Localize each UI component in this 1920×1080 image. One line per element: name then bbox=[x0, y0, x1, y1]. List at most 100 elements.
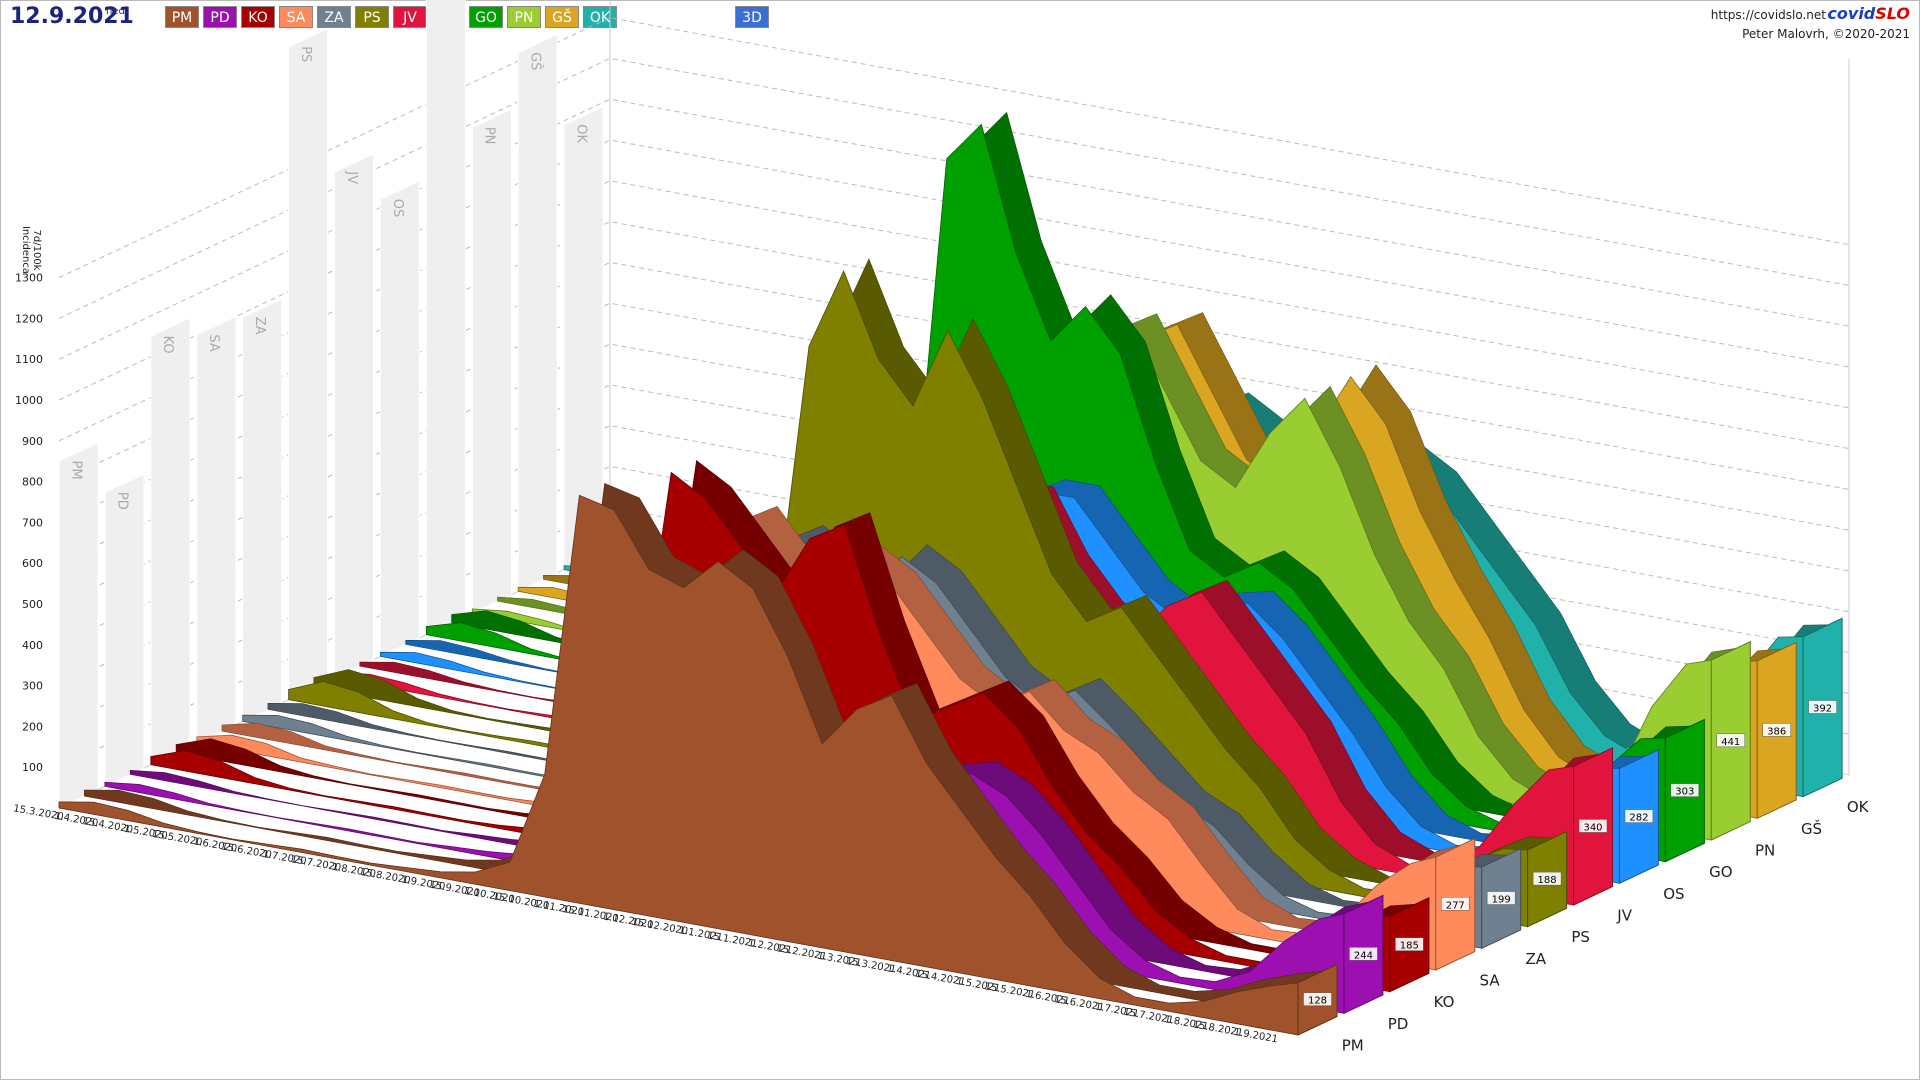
y-axis-label: Incidenca bbox=[20, 226, 31, 274]
current-label: 303 bbox=[1675, 787, 1694, 798]
region-button[interactable]: GO bbox=[469, 6, 503, 28]
current-label: 340 bbox=[1583, 822, 1602, 833]
peak-bar-label: JV bbox=[344, 170, 359, 184]
ribbon bbox=[58, 494, 1299, 1036]
current-label: 277 bbox=[1446, 900, 1465, 911]
peak-bar-label: PM bbox=[68, 461, 83, 480]
peak-bar bbox=[425, 0, 466, 636]
current-label-box bbox=[1486, 891, 1516, 905]
region-label: OK bbox=[1847, 798, 1870, 816]
current-label-box bbox=[1670, 783, 1700, 797]
peak-bar bbox=[242, 298, 283, 723]
current-label: 441 bbox=[1721, 737, 1740, 748]
peak-bar-label: ZA bbox=[252, 317, 267, 335]
peak-bar-label: OS bbox=[390, 199, 405, 217]
region-label: ZA bbox=[1525, 950, 1546, 968]
grid-line bbox=[58, 57, 1850, 319]
date: 12.9.2021 bbox=[10, 4, 134, 29]
grid-line bbox=[58, 302, 1850, 564]
weekday: ned bbox=[106, 6, 125, 17]
peak-bar-label: PN bbox=[482, 127, 497, 145]
current-label-box bbox=[1624, 809, 1654, 823]
y-tick-label: 400 bbox=[22, 639, 43, 652]
y-tick-label: 1200 bbox=[15, 312, 43, 325]
region-button[interactable]: GŠ bbox=[545, 6, 579, 28]
grid-line bbox=[58, 17, 1850, 279]
region-button[interactable]: OK bbox=[583, 6, 617, 28]
region-button[interactable]: KO bbox=[241, 6, 275, 28]
current-label: 282 bbox=[1629, 813, 1648, 824]
grid-line bbox=[58, 139, 1850, 401]
y-tick-label: 600 bbox=[22, 557, 43, 570]
y-tick-label: 300 bbox=[22, 680, 43, 693]
current-label-box bbox=[1349, 947, 1378, 961]
y-tick-label: 200 bbox=[22, 720, 43, 733]
region-label: GO bbox=[1709, 863, 1732, 881]
region-label: PM bbox=[1342, 1037, 1364, 1055]
y-tick-label: 1100 bbox=[15, 353, 43, 366]
current-label-box bbox=[1716, 733, 1746, 748]
current-label-box bbox=[1578, 819, 1608, 833]
y-axis-label: 7d/100k bbox=[31, 230, 42, 271]
peak-bar-label: SA bbox=[206, 334, 221, 351]
y-tick-label: 1300 bbox=[15, 272, 43, 285]
grid-line bbox=[58, 98, 1850, 360]
peak-bar bbox=[288, 27, 329, 701]
region-label: PD bbox=[1388, 1015, 1409, 1033]
region-label: OS bbox=[1663, 885, 1684, 903]
y-tick-label: 700 bbox=[22, 516, 43, 529]
y-tick-label: 500 bbox=[22, 598, 43, 611]
current-label-box bbox=[1395, 937, 1424, 951]
grid-line bbox=[58, 180, 1850, 442]
current-label-box bbox=[1303, 992, 1332, 1006]
peak-bar bbox=[471, 108, 512, 614]
peak-bar bbox=[517, 33, 558, 593]
region-label: KO bbox=[1434, 993, 1455, 1011]
region-label: GŠ bbox=[1801, 819, 1822, 838]
peak-bar bbox=[58, 442, 99, 809]
region-label: PN bbox=[1755, 842, 1775, 860]
current-label: 188 bbox=[1538, 875, 1557, 886]
current-label: 392 bbox=[1813, 703, 1832, 714]
url: https://covidslo.net bbox=[1710, 8, 1826, 22]
current-label-box bbox=[1532, 871, 1562, 886]
current-label: 199 bbox=[1492, 895, 1511, 906]
region-label: PS bbox=[1571, 928, 1590, 946]
current-label: 128 bbox=[1308, 996, 1327, 1007]
peak-bar bbox=[196, 315, 237, 744]
current-label: 386 bbox=[1767, 726, 1786, 737]
y-tick-label: 1000 bbox=[15, 394, 43, 407]
y-tick-label: 100 bbox=[22, 761, 43, 774]
region-button[interactable]: PN bbox=[507, 6, 541, 28]
brand-a: covid bbox=[1827, 4, 1876, 23]
peak-bar bbox=[104, 473, 145, 788]
current-label-box bbox=[1441, 897, 1470, 911]
peak-bar-label: OK bbox=[573, 124, 588, 143]
peak-bar-label: PS bbox=[298, 46, 313, 62]
y-tick-label: 900 bbox=[22, 435, 43, 448]
region-button[interactable]: SA bbox=[279, 6, 313, 28]
grid-line bbox=[58, 221, 1850, 483]
mode-button[interactable]: 3D bbox=[735, 6, 769, 28]
grid-line bbox=[58, 261, 1850, 523]
current-label: 185 bbox=[1400, 941, 1419, 952]
peak-bar-label: GŠ bbox=[528, 52, 544, 70]
peak-bar bbox=[334, 152, 374, 679]
peak-bar bbox=[150, 317, 191, 766]
y-tick-label: 800 bbox=[22, 476, 43, 489]
region-button[interactable]: PS bbox=[355, 6, 389, 28]
peak-bar bbox=[379, 180, 420, 658]
current-label: 244 bbox=[1354, 950, 1373, 961]
region-label: JV bbox=[1616, 907, 1632, 925]
peak-bar-label: PD bbox=[114, 492, 129, 510]
brand: covidSLO bbox=[1827, 4, 1910, 23]
current-label-box bbox=[1762, 723, 1791, 737]
current-label-box bbox=[1808, 700, 1837, 714]
peak-bar-label: KO bbox=[160, 336, 175, 354]
region-button[interactable]: PM bbox=[165, 6, 199, 28]
region-button[interactable]: PD bbox=[203, 6, 237, 28]
region-button[interactable]: ZA bbox=[317, 6, 351, 28]
author: Peter Malovrh, ©2020-2021 bbox=[1742, 27, 1910, 41]
region-label: SA bbox=[1480, 972, 1501, 990]
